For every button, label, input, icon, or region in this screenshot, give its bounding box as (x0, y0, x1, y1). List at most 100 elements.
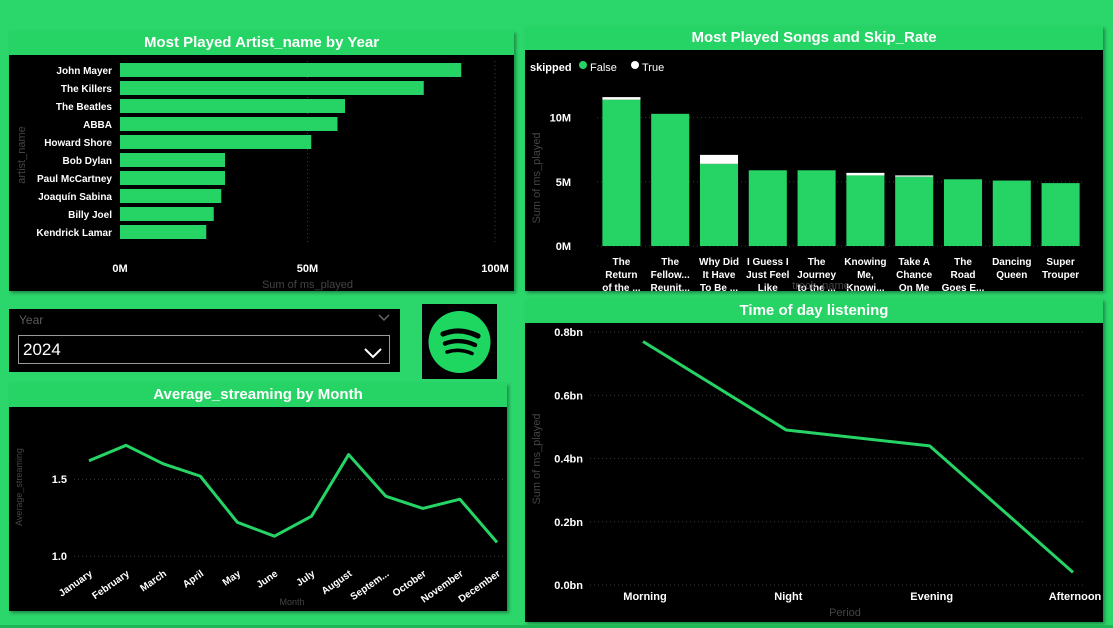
songs-x-axis-label: track_name (792, 280, 849, 291)
month-chart-panel: Average_streaming by Month 1.0 1.5 January… (9, 383, 507, 611)
songs-category-label: Trouper (1042, 270, 1079, 281)
songs-bar-not-skipped (1041, 183, 1080, 246)
timeofday-x-tick-label: Night (774, 591, 802, 603)
timeofday-y-tick-label: 0.4bn (554, 454, 583, 466)
month-x-tick-label: March (138, 568, 168, 594)
songs-chart-panel: Most Played Songs and Skip_Rate skipped F… (525, 26, 1103, 291)
songs-bar-not-skipped (602, 99, 641, 246)
artist-x-tick-label: 0M (112, 263, 127, 275)
songs-bar-not-skipped (846, 175, 885, 246)
songs-legend-label: False (590, 62, 617, 74)
year-dropdown[interactable]: 2024 (18, 335, 390, 364)
songs-category-label: Queen (996, 270, 1027, 281)
songs-bar-skipped (895, 175, 934, 177)
artist-bar (120, 153, 225, 167)
songs-legend-marker (579, 61, 587, 69)
songs-category-label: The (661, 257, 679, 268)
month-x-tick-label: December (457, 568, 503, 605)
artist-category-label: Kendrick Lamar (36, 228, 112, 239)
songs-category-label: The (954, 257, 972, 268)
songs-category-label: Road (951, 270, 976, 281)
month-series-line (88, 443, 499, 544)
songs-legend-marker (631, 61, 639, 69)
songs-category-label: Take A (898, 257, 930, 268)
songs-category-label: Journey (797, 270, 836, 281)
songs-category-label: to the ... (797, 283, 836, 291)
artist-category-label: Joaquín Sabina (38, 192, 112, 203)
artist-bar (120, 189, 222, 203)
timeofday-chart-title: Time of day listening (525, 299, 1103, 323)
timeofday-x-tick-label: Afternoon (1049, 591, 1102, 603)
year-dropdown-value: 2024 (23, 340, 61, 359)
songs-category-label: Just Feel (746, 270, 790, 281)
songs-chart-title: Most Played Songs and Skip_Rate (525, 26, 1103, 50)
timeofday-chart-svg: 0.0bn 0.2bn 0.4bn 0.6bn 0.8bn Morning Night Eve… (531, 327, 1102, 619)
timeofday-x-axis-label: Period (829, 607, 861, 619)
songs-chart-svg: skipped False True 0M 5M 10M The Return of the .… (530, 61, 1085, 291)
artist-chart-svg: 0M 50M 100M John Mayer The Killers The Beatle… (16, 61, 509, 291)
songs-category-label: Like (758, 283, 778, 291)
songs-bar-not-skipped (895, 176, 934, 246)
artist-x-tick-label: 100M (481, 263, 509, 275)
artist-x-tick-label: 50M (297, 263, 318, 275)
songs-bar-not-skipped (651, 113, 690, 246)
month-chart-title: Average_streaming by Month (9, 383, 507, 407)
timeofday-y-axis-label: Sum of ms_played (531, 413, 543, 504)
month-y-axis-label: Average_streaming (14, 448, 24, 526)
songs-legend-label: True (642, 62, 664, 74)
songs-category-label: Reunit... (650, 283, 690, 291)
songs-bar-not-skipped (943, 179, 983, 246)
timeofday-x-tick-label: Evening (910, 591, 953, 603)
artist-category-label: John Mayer (56, 66, 112, 77)
songs-y-tick-label: 10M (550, 113, 571, 125)
spotify-logo-icon (428, 311, 491, 373)
songs-category-label: On Me (899, 283, 930, 291)
chevron-down-icon[interactable] (363, 341, 383, 368)
month-x-tick-label: May (221, 568, 244, 588)
songs-bar-not-skipped (992, 180, 1031, 246)
month-y-tick-label: 1.0 (52, 551, 67, 563)
songs-category-label: I Guess I (747, 257, 789, 268)
songs-category-label: Why Did (699, 257, 739, 268)
page-bottom-border (0, 625, 1113, 628)
songs-bar-skipped (602, 97, 641, 100)
artist-bar (120, 99, 345, 113)
timeofday-y-tick-label: 0.0bn (554, 580, 583, 592)
month-x-tick-label: July (295, 568, 318, 589)
month-x-tick-label: February (90, 568, 132, 602)
month-x-tick-label: Septem... (349, 568, 392, 603)
songs-category-label: Knowing (844, 257, 886, 268)
year-slicer[interactable]: Year 2024 (9, 309, 400, 372)
songs-category-label: Chance (896, 270, 933, 281)
artist-category-label: Billy Joel (68, 210, 112, 221)
spotify-logo (422, 304, 497, 379)
artist-chart-panel: Most Played Artist_name by Year 0M 50M 100… (9, 31, 514, 291)
artist-x-axis-label: Sum of ms_played (262, 279, 353, 291)
artist-bar (120, 117, 338, 131)
timeofday-x-tick-label: Morning (623, 591, 666, 603)
month-x-axis-label: Month (279, 597, 304, 607)
artist-y-axis-label: artist_name (16, 126, 28, 183)
slicer-collapse-chevron-icon[interactable] (378, 311, 390, 325)
songs-category-label: Fellow... (651, 270, 690, 281)
songs-category-label: To Be ... (700, 283, 738, 291)
artist-bar (120, 63, 462, 77)
songs-y-tick-label: 5M (556, 177, 571, 189)
timeofday-y-tick-label: 0.2bn (554, 517, 583, 529)
artist-bar (120, 225, 207, 239)
artist-category-label: The Beatles (56, 102, 113, 113)
songs-bar-not-skipped (699, 163, 739, 246)
songs-bar-not-skipped (797, 170, 836, 246)
artist-category-label: Bob Dylan (63, 156, 112, 167)
year-slicer-label: Year (19, 313, 44, 327)
timeofday-y-tick-label: 0.6bn (554, 390, 583, 402)
month-x-tick-label: April (181, 568, 206, 590)
month-x-tick-label: June (255, 568, 281, 591)
songs-category-label: of the ... (602, 283, 641, 291)
artist-bar (120, 135, 312, 149)
songs-y-tick-label: 0M (556, 241, 571, 253)
artist-chart-title: Most Played Artist_name by Year (9, 31, 514, 55)
songs-category-label: Super (1046, 257, 1074, 268)
songs-category-label: The (613, 257, 631, 268)
